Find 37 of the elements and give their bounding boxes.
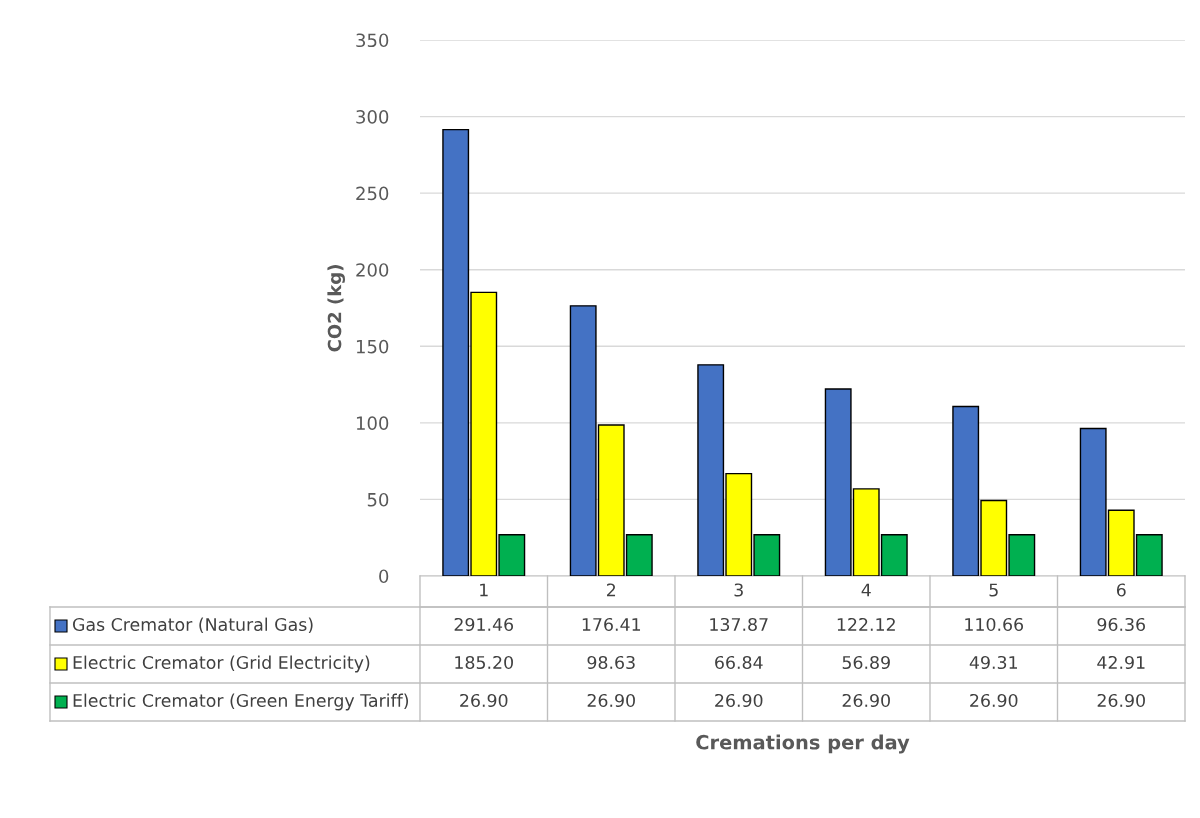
data-label: 110.66 [965, 617, 1024, 632]
y-tick-label: 0 [379, 569, 389, 584]
data-label: 291.46 [454, 617, 514, 632]
x-tick-label: 4 [861, 583, 871, 597]
data-label: 98.63 [587, 655, 635, 670]
x-tick-label: 3 [734, 583, 743, 597]
y-tick-label: 200 [356, 263, 389, 277]
data-label: 26.90 [842, 693, 890, 708]
data-label: 26.90 [460, 693, 508, 708]
legend-label: Gas Cremator (Natural Gas) [72, 617, 313, 634]
data-label: 26.90 [715, 693, 763, 708]
data-label: 176.41 [582, 617, 641, 632]
x-tick-label: 6 [1116, 583, 1126, 597]
data-label: 26.90 [970, 693, 1018, 708]
y-tick-label: 350 [356, 33, 389, 48]
text: Cremations per day [696, 734, 910, 754]
data-label: 26.90 [587, 693, 635, 708]
y-tick-label: 100 [356, 416, 389, 430]
y-axis-title: CO2 (kg) [327, 265, 345, 352]
legend-label: Electric Cremator (Grid Electricity) [73, 655, 370, 673]
x-tick-label: 1 [480, 583, 488, 597]
data-label: 66.84 [715, 655, 763, 670]
y-tick-label: 300 [356, 110, 389, 124]
data-label: 137.87 [710, 617, 768, 632]
data-label: 42.91 [1097, 655, 1145, 670]
data-label: 26.90 [1097, 693, 1145, 708]
y-tick-label: 50 [367, 492, 389, 507]
data-label: 96.36 [1097, 617, 1146, 632]
data-label: 122.12 [837, 617, 895, 631]
x-tick-label: 5 [989, 583, 998, 597]
data-label: 185.20 [455, 655, 513, 670]
x-tick-label: 2 [607, 583, 616, 597]
legend-label: Electric Cremator (Green Energy Tariff) [73, 693, 409, 711]
data-label: 49.31 [969, 655, 1017, 670]
y-tick-label: 250 [356, 186, 389, 201]
data-label: 56.89 [842, 655, 890, 670]
y-tick-label: 150 [356, 339, 389, 354]
